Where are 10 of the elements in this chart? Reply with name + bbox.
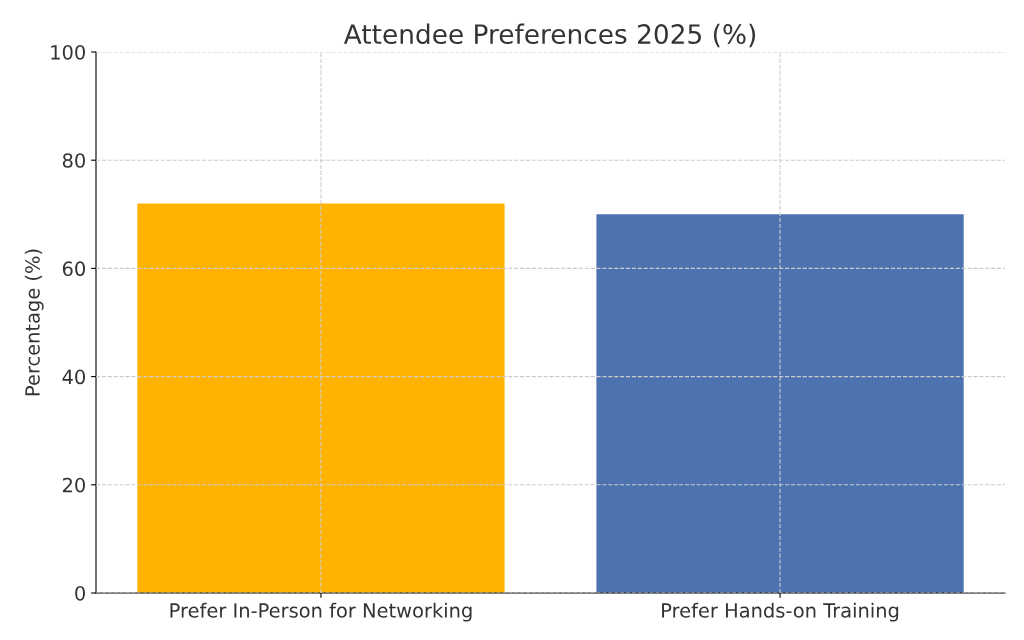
y-tick-label: 0 xyxy=(75,585,85,601)
y-tick-label: 100 xyxy=(51,44,85,60)
x-tick-label: Prefer In-Person for Networking xyxy=(170,602,472,622)
y-tick-label: 60 xyxy=(62,261,85,277)
y-tick-label: 40 xyxy=(62,369,85,385)
y-tick-label: 80 xyxy=(62,153,85,168)
y-tick-label: 20 xyxy=(62,477,85,493)
chart-title: Attendee Preferences 2025 (%) xyxy=(343,23,756,48)
y-axis-title: Percentage (%) xyxy=(24,249,44,396)
x-tick-label: Prefer Hands-on Training xyxy=(662,602,899,622)
